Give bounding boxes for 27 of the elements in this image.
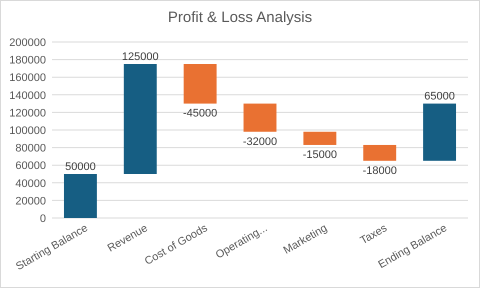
data-label: -32000	[242, 136, 278, 148]
y-tick-label: 120000	[9, 107, 46, 120]
bar	[64, 174, 97, 218]
bar	[244, 104, 276, 132]
x-tick-label: Taxes	[358, 222, 390, 247]
bar	[363, 144, 396, 161]
data-label: -15000	[302, 148, 337, 161]
y-tick-label: 40000	[15, 178, 46, 190]
y-tick-label: 200000	[9, 37, 46, 49]
y-tick-label: 160000	[9, 72, 46, 84]
bar	[423, 104, 456, 161]
y-tick-label: 20000	[15, 195, 46, 208]
bar	[303, 132, 336, 145]
y-tick-label: 180000	[9, 54, 46, 67]
data-label: -45000	[183, 108, 218, 120]
chart-title: Profit & Loss Analysis	[168, 9, 312, 26]
bar	[124, 64, 157, 174]
data-label: 50000	[65, 161, 96, 173]
bar	[184, 64, 217, 104]
data-label: 65000	[424, 90, 455, 103]
y-tick-label: 60000	[15, 160, 46, 172]
data-label: 125000	[122, 51, 159, 63]
y-tick-label: 0	[40, 213, 46, 225]
y-tick-label: 140000	[9, 90, 46, 102]
data-label: -18000	[362, 164, 397, 177]
y-tick-label: 80000	[15, 142, 46, 155]
y-tick-label: 100000	[9, 125, 46, 137]
